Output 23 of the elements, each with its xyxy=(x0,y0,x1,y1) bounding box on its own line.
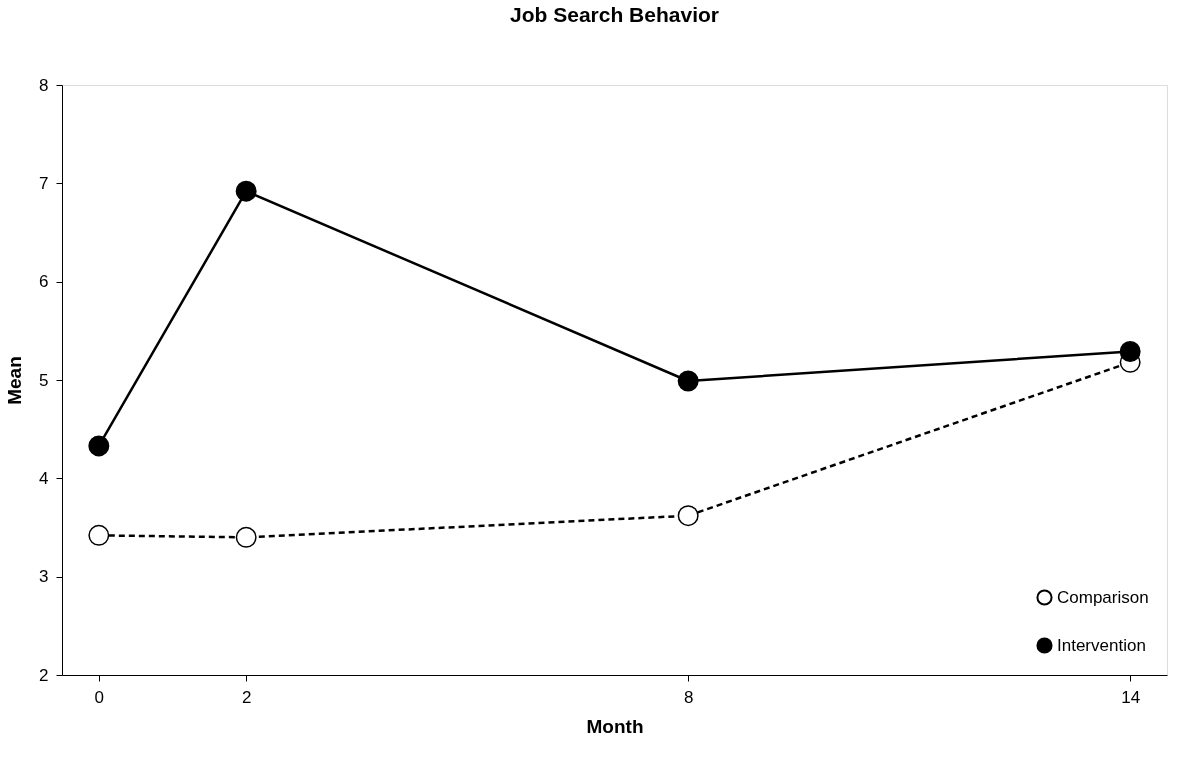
point xyxy=(235,526,257,548)
point xyxy=(88,435,110,457)
point xyxy=(677,370,699,392)
y-tick-label: 5 xyxy=(39,370,49,390)
legend-label: Comparison xyxy=(1057,587,1149,607)
chart-title: Job Search Behavior xyxy=(510,3,719,26)
x-axis-title: Month xyxy=(586,715,644,737)
point xyxy=(88,524,110,546)
y-axis-title: Mean xyxy=(4,356,26,405)
x-tick-label: 2 xyxy=(241,687,252,707)
y-tick-label: 4 xyxy=(39,468,49,488)
y-tick-label: 2 xyxy=(39,665,49,685)
y-tick-label: 7 xyxy=(39,173,49,193)
point xyxy=(235,180,257,202)
x-tick-label: 8 xyxy=(683,687,694,707)
y-tick-label: 3 xyxy=(39,567,49,587)
x-tick-label: 14 xyxy=(1121,687,1141,707)
y-tick-label: 8 xyxy=(39,75,49,95)
point xyxy=(677,505,699,527)
legend-label: Intervention xyxy=(1057,635,1146,655)
x-tick-label: 0 xyxy=(94,687,105,707)
point xyxy=(1119,341,1141,362)
y-tick-label: 6 xyxy=(39,272,49,292)
